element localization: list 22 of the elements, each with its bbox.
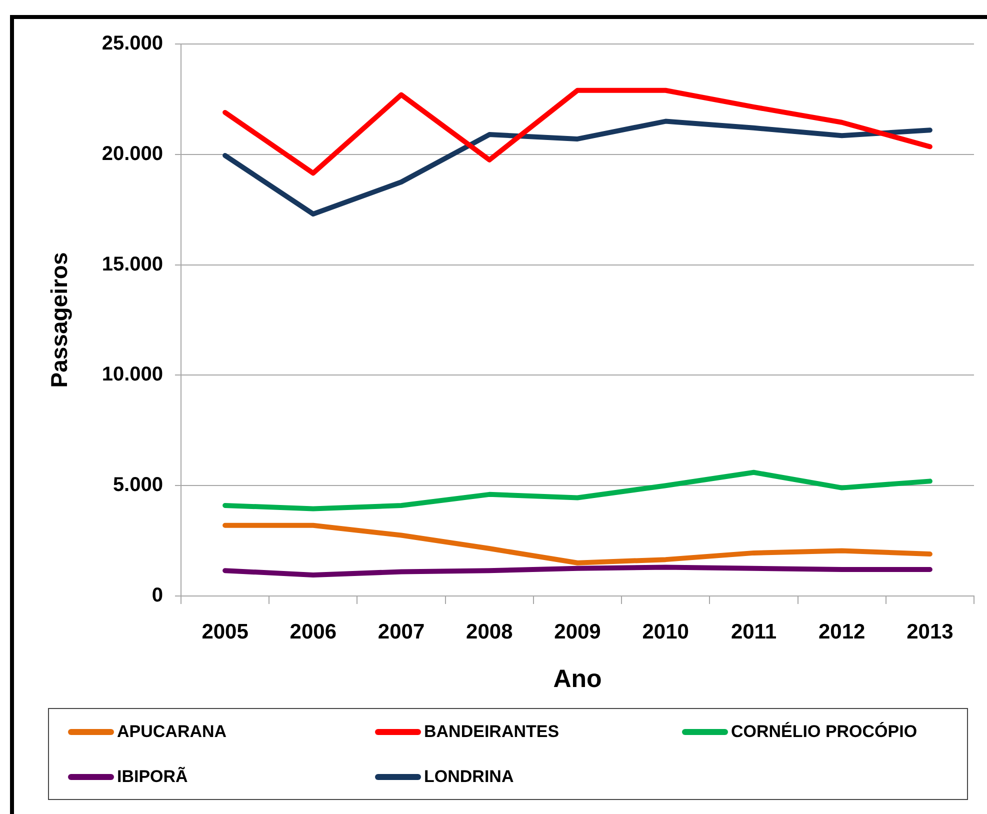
x-tick-label: 2010 xyxy=(642,620,689,644)
x-tick-label: 2009 xyxy=(554,620,601,644)
legend-label: BANDEIRANTES xyxy=(424,722,560,742)
x-tick-label: 2007 xyxy=(378,620,425,644)
legend-label: CORNÉLIO PROCÓPIO xyxy=(731,722,918,742)
x-tick-label: 2005 xyxy=(202,620,249,644)
y-axis-title: Passageiros xyxy=(46,252,72,388)
x-tick-label: 2006 xyxy=(290,620,337,644)
x-tick-label: 2008 xyxy=(466,620,514,644)
y-tick-label: 15.000 xyxy=(102,253,163,276)
y-tick-label: 10.000 xyxy=(102,364,163,386)
x-tick-label: 2011 xyxy=(730,620,777,644)
y-tick-label: 20.000 xyxy=(102,142,163,165)
y-tick-label: 25.000 xyxy=(102,32,163,55)
x-tick-label: 2012 xyxy=(818,620,866,644)
legend-label: IBIPORÃ xyxy=(117,766,188,786)
legend-label: LONDRINA xyxy=(424,766,514,786)
y-tick-label: 0 xyxy=(152,584,163,607)
legend-label: APUCARANA xyxy=(117,722,227,742)
y-tick-label: 5.000 xyxy=(112,474,163,496)
x-tick-label: 2013 xyxy=(906,620,954,644)
x-axis-title: Ano xyxy=(553,664,602,693)
